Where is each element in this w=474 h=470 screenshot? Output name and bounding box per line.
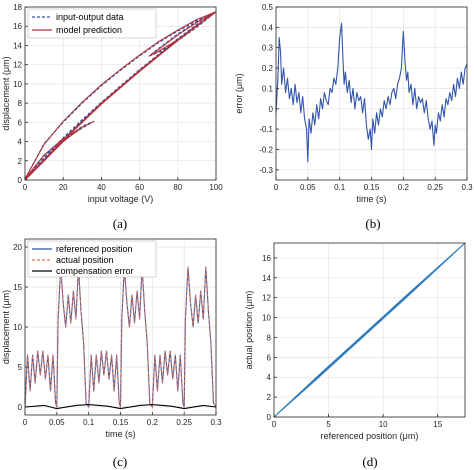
chart-panel-d: 0 5 10 15 0 2 4 6 8 10 12 14 16 referenced position (… bbox=[244, 242, 466, 469]
x-tick-label: 0.2 bbox=[398, 183, 410, 192]
legend-label: compensation error bbox=[56, 266, 134, 276]
x-tick-label: 0.3 bbox=[210, 418, 222, 427]
x-tick-label: 0.3 bbox=[461, 183, 473, 192]
legend-label: referenced position bbox=[56, 244, 133, 254]
y-tick-label: 8 bbox=[267, 333, 272, 342]
y-tick-label: 14 bbox=[262, 274, 271, 283]
series-line-0 bbox=[273, 242, 466, 418]
series-line-input-output-data-loop-1 bbox=[24, 11, 217, 180]
y-tick-label: 0 bbox=[269, 105, 274, 114]
panel-label: (c) bbox=[113, 454, 127, 469]
y-tick-label: 6 bbox=[267, 353, 272, 362]
y-tick-label: 16 bbox=[13, 22, 22, 31]
series-line-model-prediction-loop-1 bbox=[24, 11, 217, 180]
x-axis-label: input voltage (V) bbox=[88, 194, 154, 204]
x-tick-label: 0.1 bbox=[334, 183, 346, 192]
y-tick-label: 4 bbox=[18, 138, 23, 147]
series-group bbox=[275, 22, 468, 163]
y-tick-label: 8 bbox=[18, 99, 23, 108]
y-tick-label: 4 bbox=[267, 373, 272, 382]
y-tick-label: 0.1 bbox=[262, 84, 274, 93]
series-group bbox=[24, 266, 217, 410]
panel-label: (a) bbox=[113, 216, 127, 231]
x-tick-label: 5 bbox=[326, 420, 331, 429]
y-tick-label: 0.2 bbox=[262, 64, 274, 73]
x-tick-label: 20 bbox=[59, 183, 68, 192]
x-tick-label: 60 bbox=[135, 183, 144, 192]
x-tick-label: 0.25 bbox=[427, 183, 443, 192]
x-tick-label: 80 bbox=[173, 183, 182, 192]
y-axis-label: actual position (μm) bbox=[244, 291, 254, 370]
x-tick-label: 0.25 bbox=[176, 418, 192, 427]
y-axis-label: displacement (μm) bbox=[1, 56, 11, 130]
y-tick-label: 0.3 bbox=[262, 44, 274, 53]
x-tick-label: 0.2 bbox=[147, 418, 159, 427]
x-tick-label: 0 bbox=[23, 183, 28, 192]
x-tick-label: 0.05 bbox=[300, 183, 316, 192]
y-tick-label: 10 bbox=[262, 314, 271, 323]
y-tick-label: 0.5 bbox=[262, 3, 274, 12]
chart-panel-b: 0 0.05 0.1 0.15 0.2 0.25 0.3 -0.3 -0.2 -0.1 0 0.1 0.… bbox=[234, 3, 473, 231]
legend-box bbox=[27, 8, 157, 39]
series-line-compensation-error bbox=[24, 404, 217, 410]
x-tick-label: 0.05 bbox=[49, 418, 65, 427]
legend: input-output data model prediction bbox=[27, 8, 157, 39]
y-tick-label: 16 bbox=[262, 254, 271, 263]
panel-label: (b) bbox=[365, 216, 380, 231]
y-tick-label: 20 bbox=[13, 243, 22, 252]
x-tick-label: 40 bbox=[97, 183, 106, 192]
y-tick-label: 0 bbox=[18, 176, 23, 185]
legend-label: model prediction bbox=[56, 25, 122, 35]
x-tick-label: 100 bbox=[209, 183, 223, 192]
y-tick-label: 12 bbox=[262, 294, 271, 303]
x-axis-label: referenced position (μm) bbox=[321, 431, 419, 441]
y-tick-label: 12 bbox=[13, 61, 22, 70]
y-tick-label: 2 bbox=[267, 393, 272, 402]
y-axis-label: error (μm) bbox=[234, 73, 244, 113]
y-tick-label: 2 bbox=[18, 157, 23, 166]
x-tick-label: 0 bbox=[23, 418, 28, 427]
legend-label: input-output data bbox=[56, 12, 124, 22]
y-tick-label: 10 bbox=[13, 80, 22, 89]
y-tick-label: 0 bbox=[18, 403, 23, 412]
x-tick-label: 0.15 bbox=[113, 418, 129, 427]
panel-label: (d) bbox=[362, 454, 377, 469]
y-tick-label: 0.4 bbox=[262, 23, 274, 32]
y-tick-label: 0 bbox=[267, 413, 272, 422]
series-group bbox=[273, 242, 466, 418]
y-tick-label: -0.3 bbox=[259, 166, 273, 175]
y-tick-label: 10 bbox=[13, 323, 22, 332]
axes-box bbox=[24, 6, 217, 181]
x-tick-label: 10 bbox=[379, 420, 388, 429]
x-tick-label: 0.1 bbox=[83, 418, 95, 427]
x-tick-label: 0 bbox=[272, 420, 277, 429]
axes-box bbox=[273, 242, 466, 418]
y-tick-label: 6 bbox=[18, 118, 23, 127]
x-axis-label: time (s) bbox=[106, 429, 136, 439]
x-tick-label: 15 bbox=[433, 420, 442, 429]
x-tick-label: 0 bbox=[274, 183, 279, 192]
y-axis-label: displacement (μm) bbox=[1, 290, 11, 364]
y-tick-label: 14 bbox=[13, 41, 22, 50]
x-tick-label: 0.15 bbox=[364, 183, 380, 192]
y-tick-label: 18 bbox=[13, 3, 22, 12]
y-tick-label: 5 bbox=[18, 363, 23, 372]
series-line-0 bbox=[275, 22, 468, 163]
y-tick-label: 15 bbox=[13, 283, 22, 292]
y-tick-label: -0.2 bbox=[259, 145, 273, 154]
y-tick-label: -0.1 bbox=[259, 125, 273, 134]
x-axis-label: time (s) bbox=[357, 194, 387, 204]
legend-label: actual position bbox=[56, 255, 114, 265]
series-line-model-prediction-loop-2 bbox=[24, 120, 95, 181]
series-line-actual-position bbox=[24, 266, 217, 409]
